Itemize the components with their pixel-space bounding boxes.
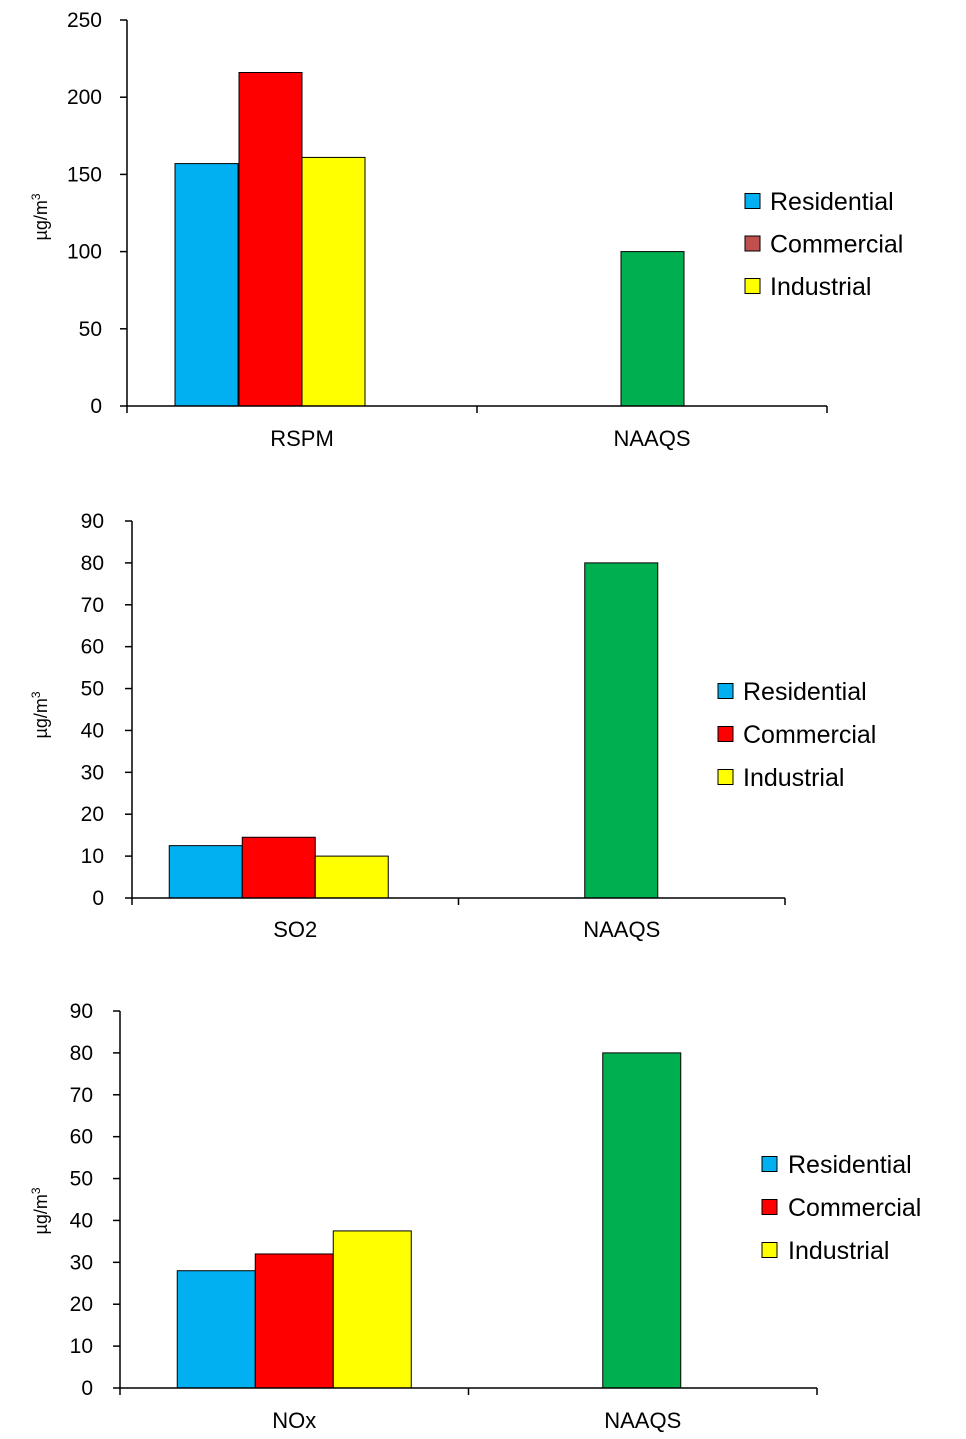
y-tick-label: 250: [67, 9, 102, 32]
y-tick-label: 30: [81, 761, 104, 784]
y-tick-label: 40: [81, 719, 104, 742]
y-tick-label: 90: [70, 1000, 93, 1023]
legend-label-commercial: Commercial: [743, 721, 876, 749]
legend-swatch-residential: [744, 193, 761, 209]
bar-rspm-commercial: [238, 71, 303, 407]
legend-swatch-industrial: [744, 278, 761, 294]
bar-naaqs-standard: [602, 1052, 682, 1389]
legend-label-industrial: Industrial: [770, 273, 871, 301]
y-tick-label: 70: [81, 594, 104, 617]
y-tick-label: 20: [70, 1293, 93, 1316]
y-tick-label: 80: [70, 1042, 93, 1065]
bar-nox-commercial: [254, 1253, 334, 1389]
bar-rspm-residential: [174, 163, 239, 407]
y-tick-label: 0: [92, 887, 104, 910]
y-tick-label: 10: [70, 1335, 93, 1358]
bar-naaqs-standard: [584, 562, 659, 899]
x-tick-label: RSPM: [270, 426, 334, 451]
y-tick-label: 50: [70, 1168, 93, 1191]
legend-label-commercial: Commercial: [770, 231, 903, 259]
y-tick-label: 70: [70, 1084, 93, 1107]
y-tick-label: 30: [70, 1251, 93, 1274]
legend-label-residential: Residential: [788, 1151, 912, 1179]
legend-swatch-commercial: [761, 1199, 778, 1215]
legend-label-commercial: Commercial: [788, 1194, 921, 1222]
y-tick-label: 150: [67, 163, 102, 186]
x-tick-label: NOx: [272, 1408, 316, 1433]
chart-2: 0 10 20 30 40 50 60 70 80 90 SO2 NAAQS µg/m3 Resident…: [29, 510, 876, 942]
x-tick-label: NAAQS: [583, 917, 660, 942]
x-tick-label: SO2: [273, 917, 317, 942]
y-tick-label: 90: [81, 510, 104, 533]
y-tick-label: 100: [67, 241, 102, 264]
chart-3: 0 10 20 30 40 50 60 70 80 90 NOx NAAQS µg/m3 Resident…: [29, 1000, 921, 1433]
bar-rspm-industrial: [301, 156, 366, 407]
x-tick-label: NAAQS: [604, 1408, 681, 1433]
legend-label-industrial: Industrial: [743, 764, 844, 792]
x-tick-label: NAAQS: [613, 426, 690, 451]
legend-label-residential: Residential: [770, 188, 894, 216]
bar-so2-residential: [168, 845, 243, 899]
legend-swatch-commercial: [717, 726, 734, 742]
legend-swatch-residential: [761, 1156, 778, 1172]
legend-swatch-commercial: [744, 235, 761, 252]
bar-nox-industrial: [332, 1230, 412, 1389]
y-tick-label: 10: [81, 845, 104, 868]
chart-1: 0 50 100 150 200 250 RSPM NAAQS µg/m3 Residential…: [29, 9, 903, 451]
y-axis-label: µg/m3: [29, 691, 51, 738]
y-tick-label: 0: [81, 1377, 93, 1400]
legend-swatch-industrial: [761, 1242, 778, 1258]
bar-naaqs-standard: [620, 251, 685, 407]
legend-label-residential: Residential: [743, 678, 867, 706]
y-tick-label: 50: [79, 318, 102, 341]
y-tick-label: 40: [70, 1209, 93, 1232]
legend-label-industrial: Industrial: [788, 1237, 889, 1265]
y-tick-label: 80: [81, 552, 104, 575]
bar-nox-residential: [176, 1270, 256, 1389]
y-tick-label: 60: [70, 1126, 93, 1149]
bar-so2-commercial: [241, 836, 316, 899]
y-tick-label: 60: [81, 636, 104, 659]
y-axis-label: µg/m3: [29, 1187, 51, 1234]
y-tick-label: 20: [81, 803, 104, 826]
y-axis-label: µg/m3: [29, 193, 51, 240]
legend-swatch-industrial: [717, 769, 734, 785]
y-tick-label: 0: [90, 395, 102, 418]
bar-so2-industrial: [314, 855, 389, 899]
y-tick-label: 200: [67, 86, 102, 109]
legend-swatch-residential: [717, 683, 734, 699]
y-tick-label: 50: [81, 678, 104, 701]
